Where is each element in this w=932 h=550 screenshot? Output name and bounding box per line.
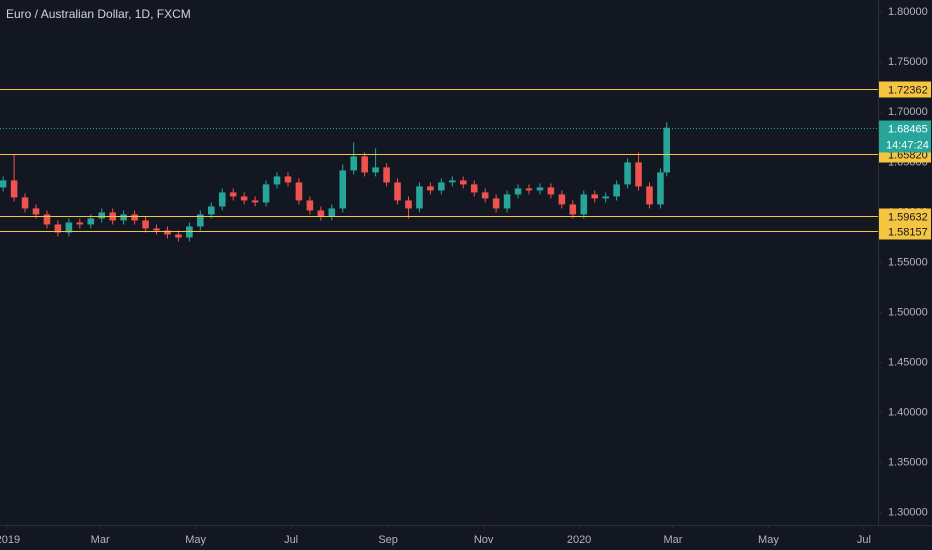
x-tick-label: 2020 [567,534,591,546]
last-price-bg [879,120,931,153]
y-tick-label: 1.35000 [888,457,928,469]
candle-body [273,176,281,185]
candle-body [558,194,566,205]
candle-body [635,162,642,187]
level-label: 1.72362 [888,84,928,96]
candle-body [470,184,478,193]
candle-body [427,186,434,191]
candle-body [21,197,29,209]
candle-body [295,182,303,201]
candle-body [547,187,555,195]
y-tick-label: 1.40000 [888,407,928,419]
candle-body [207,206,215,215]
candle-body [131,214,138,221]
candle-body [10,180,18,198]
candle-body [580,194,588,215]
level-label-bg [879,81,931,98]
candle-body [361,156,368,173]
level-label-bg [879,223,931,240]
candle-body [262,184,270,203]
y-tick-label: 1.50000 [888,306,928,318]
level-label: 1.59632 [888,211,928,223]
candle-body [328,208,336,217]
candle-body [197,214,204,227]
candle-body [657,172,664,205]
y-tick-label: 1.30000 [888,507,928,519]
candle-body [339,170,347,209]
candle-body [591,194,599,199]
level-label-bg [879,208,931,225]
x-tick-label: May [758,534,779,546]
candle-body [449,180,456,183]
candle-body [416,186,423,209]
x-tick-label: May [185,534,206,546]
x-tick-label: Sep [378,534,398,546]
last-price-label: 1.68465 [888,123,928,135]
candle-body [372,167,379,173]
candle-body [514,188,522,195]
candle-body [503,194,511,209]
candle-body [218,192,226,207]
y-tick-label: 1.70000 [888,106,928,118]
candle-body [251,200,259,203]
candle-body [32,208,40,215]
candle-body [613,184,620,197]
x-tick-label: 2019 [0,534,20,546]
candle-body [120,214,127,221]
y-tick-label: 1.75000 [888,56,928,68]
candle-body [525,188,533,191]
candle-body [536,187,544,191]
candle-body [405,200,412,209]
candle-body [98,212,106,219]
candle-body [0,180,7,188]
y-tick-label: 1.55000 [888,256,928,268]
candle-body [43,214,51,225]
candle-body [65,222,73,233]
candle-body [481,192,489,199]
candle-body [142,220,149,229]
candle-body [240,196,248,201]
x-tick-label: Jul [284,534,298,546]
x-tick-label: Mar [664,534,683,546]
chart-title: Euro / Australian Dollar, 1D, FXCM [6,7,191,21]
candle-body [492,198,500,209]
candle-body [153,228,160,231]
candle-body [54,224,62,233]
level-label: 1.58157 [888,226,928,238]
candle-body [569,204,577,215]
candle-body [350,156,357,171]
candle-body [175,234,182,238]
countdown-label: 14:47:24 [886,139,929,151]
x-tick-label: Mar [91,534,110,546]
candle-body [164,230,171,235]
x-tick-label: Nov [474,534,494,546]
candle-body [383,167,390,183]
candle-body [602,196,609,199]
candle-body [87,218,95,225]
candle-body [663,127,671,173]
candle-body [284,176,292,183]
candle-body [624,162,631,185]
x-tick-label: Jul [857,534,871,546]
candle-body [438,182,445,191]
candle-body [306,200,314,211]
candle-body [394,182,401,201]
candle-body [459,180,467,185]
candle-body [317,210,325,217]
candle-body [229,192,237,197]
y-tick-label: 1.45000 [888,357,928,369]
candle-body [76,222,84,225]
candle-body [646,186,653,205]
y-tick-label: 1.80000 [888,6,928,18]
